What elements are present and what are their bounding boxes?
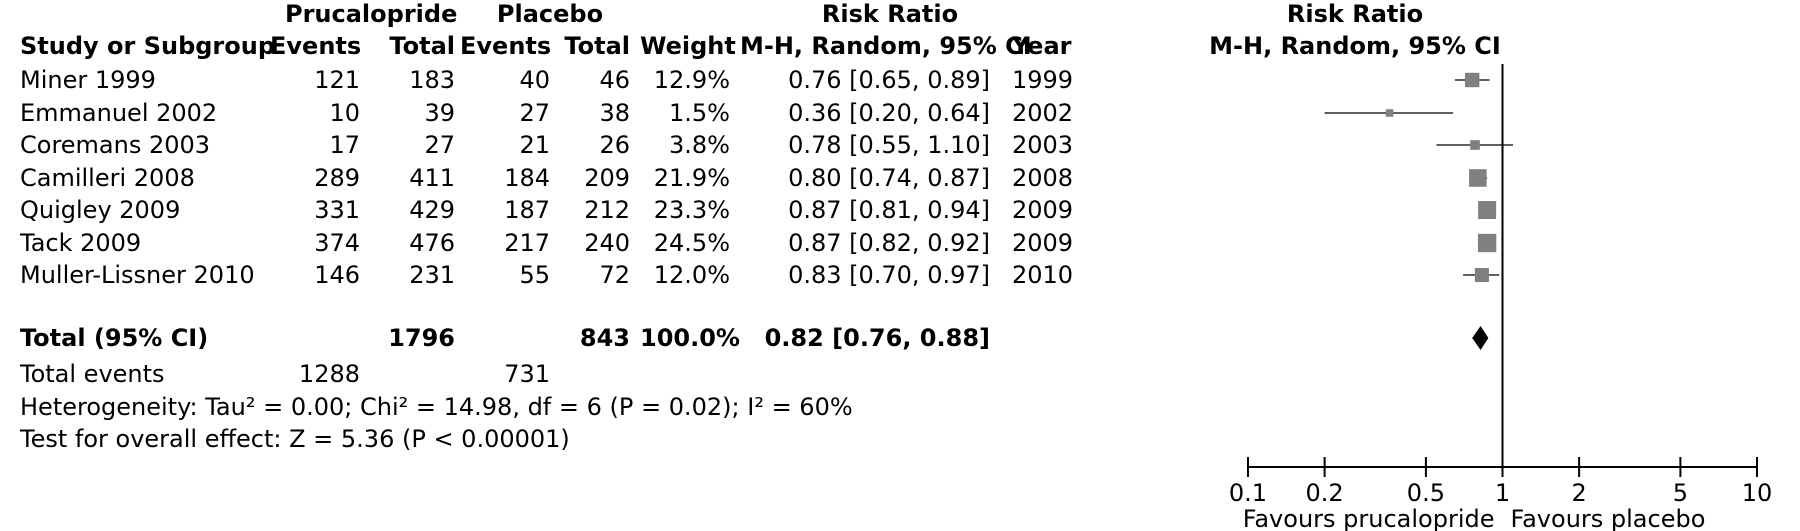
study-name: Tack 2009 [20,229,142,257]
total1-cell: 39 [424,99,455,127]
total2-cell: 212 [584,196,630,224]
events2-cell: 27 [519,99,550,127]
weight-cell: 3.8% [669,131,730,159]
year-cell: 2010 [1012,261,1074,289]
ci-cell: 0.80 [0.74, 0.87] [788,164,990,192]
study-name: Coremans 2003 [20,131,211,159]
x-tick-label: 0.2 [1306,479,1344,507]
ci-cell: 0.87 [0.82, 0.92] [788,229,990,257]
events1-cell: 146 [314,261,360,289]
year-cell: 1999 [1012,66,1074,94]
events2-cell: 187 [504,196,550,224]
study-name: Quigley 2009 [20,196,181,224]
x-tick-label: 10 [1742,479,1773,507]
year-cell: 2002 [1012,99,1074,127]
study-marker [1474,267,1489,283]
total2-cell: 26 [599,131,630,159]
study-name: Camilleri 2008 [20,164,195,192]
ci-cell: 0.36 [0.20, 0.64] [788,99,990,127]
risk-ratio-header: Risk Ratio [821,0,959,28]
total-ci: 0.82 [0.76, 0.88] [764,324,990,352]
ci-cell: 0.78 [0.55, 1.10] [788,131,990,159]
events1-cell: 331 [314,196,360,224]
study-marker [1469,169,1487,187]
total-events2: 731 [504,360,550,388]
study-marker [1477,233,1497,253]
x-tick-label: 0.1 [1229,479,1267,507]
x-tick-label: 0.5 [1407,479,1445,507]
rr-method-column-header: M-H, Random, 95% CI [740,32,1032,60]
events1-cell: 289 [314,164,360,192]
ci-cell: 0.87 [0.81, 0.94] [788,196,990,224]
events2-cell: 21 [519,131,550,159]
total1-column-header: Total [389,32,455,60]
plot-method-header: M-H, Random, 95% CI [1209,32,1501,60]
total2-cell: 72 [599,261,630,289]
total1-cell: 231 [409,261,455,289]
weight-cell: 24.5% [653,229,730,257]
events1-cell: 10 [329,99,360,127]
study-name: Emmanuel 2002 [20,99,218,127]
weight-cell: 1.5% [669,99,730,127]
pooled-diamond [1472,326,1489,350]
weight-cell: 23.3% [653,196,730,224]
ci-cell: 0.76 [0.65, 0.89] [788,66,990,94]
total2-sum: 843 [579,324,630,352]
total1-sum: 1796 [388,324,455,352]
study-marker [1464,72,1480,88]
study-marker [1385,109,1394,117]
year-cell: 2009 [1012,196,1074,224]
weight-cell: 21.9% [653,164,730,192]
group1-header: Prucalopride [285,0,458,28]
heterogeneity-text: Heterogeneity: Tau² = 0.00; Chi² = 14.98… [20,393,853,421]
events2-cell: 217 [504,229,550,257]
weight-cell: 12.0% [653,261,730,289]
events2-column-header: Events [460,32,552,60]
weight-column-header: Weight [640,32,736,60]
events1-column-header: Events [270,32,362,60]
total1-cell: 183 [409,66,455,94]
total1-cell: 476 [409,229,455,257]
events1-cell: 121 [314,66,360,94]
x-tick-label: 5 [1673,479,1688,507]
total2-cell: 38 [599,99,630,127]
group2-header: Placebo [496,0,604,28]
year-column-header: Year [1012,32,1072,60]
total1-cell: 27 [424,131,455,159]
total-events1: 1288 [298,360,360,388]
x-tick-label: 2 [1571,479,1586,507]
overall-effect-text: Test for overall effect: Z = 5.36 (P < 0… [20,425,570,453]
total2-column-header: Total [564,32,630,60]
total1-cell: 411 [409,164,455,192]
year-cell: 2009 [1012,229,1074,257]
weight-cell: 12.9% [653,66,730,94]
total2-cell: 46 [599,66,630,94]
favours-right-label: Favours placebo [1511,505,1706,531]
total-label: Total (95% CI) [20,324,209,352]
total-events-label: Total events [20,360,165,388]
plot-risk-ratio-header: Risk Ratio [1286,0,1424,28]
total-weight: 100.0% [640,324,740,352]
study-name: Muller-Lissner 2010 [20,261,255,289]
total2-cell: 240 [584,229,630,257]
study-marker [1470,140,1480,150]
events1-cell: 374 [314,229,360,257]
total2-cell: 209 [584,164,630,192]
total1-cell: 429 [409,196,455,224]
events2-cell: 55 [519,261,550,289]
year-cell: 2003 [1012,131,1074,159]
study-marker [1478,201,1497,219]
study-name: Miner 1999 [20,66,156,94]
events2-cell: 40 [519,66,550,94]
favours-left-label: Favours prucalopride [1243,505,1495,531]
ci-cell: 0.83 [0.70, 0.97] [788,261,990,289]
year-cell: 2008 [1012,164,1074,192]
events1-cell: 17 [329,131,360,159]
study-column-header: Study or Subgroup [20,32,276,60]
events2-cell: 184 [504,164,550,192]
x-tick-label: 1 [1495,479,1510,507]
